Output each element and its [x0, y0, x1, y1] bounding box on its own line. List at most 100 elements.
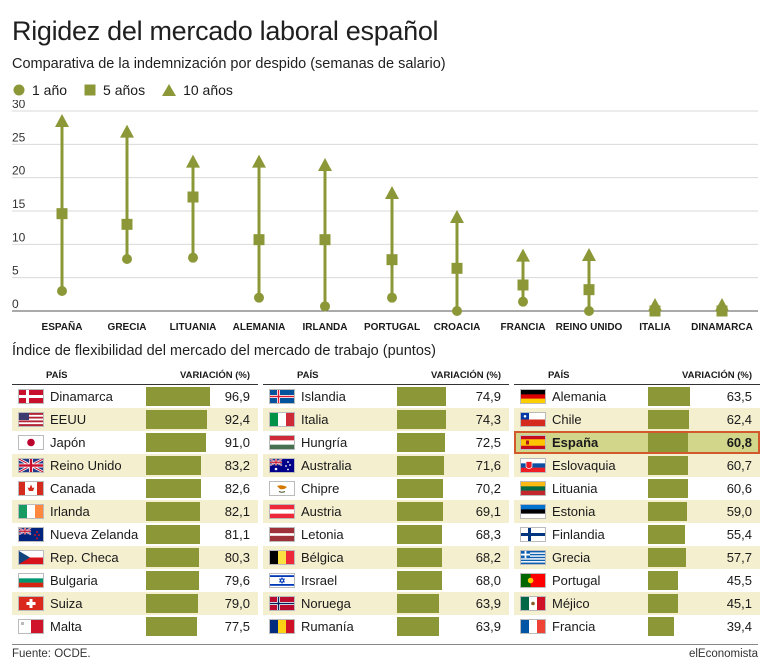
point-1-year	[452, 306, 462, 316]
israel-flag-icon	[269, 573, 295, 588]
table-row: Alemania 63,5	[514, 385, 760, 408]
value-label: 83,2	[224, 458, 250, 473]
point-1-year	[320, 301, 330, 312]
switzerland-flag-icon	[18, 596, 44, 611]
country-name: Canada	[50, 481, 96, 496]
table-row: Canada 82,6	[12, 477, 258, 500]
country-name: Reino Unido	[50, 458, 122, 473]
point-1-year	[518, 296, 528, 307]
point-10-years	[516, 248, 530, 262]
value-bar	[648, 433, 688, 452]
country-name: Alemania	[552, 389, 607, 404]
point-10-years	[450, 210, 464, 223]
country-name: Portugal	[552, 573, 601, 588]
triangle-marker-icon	[162, 84, 177, 96]
table-row: Dinamarca 96,9	[12, 385, 258, 408]
x-category-label: ITALIA	[639, 322, 670, 333]
denmark-flag-icon	[18, 389, 44, 404]
value-bar	[397, 433, 445, 452]
country-name: Bélgica	[301, 550, 344, 565]
y-tick-label: 5	[12, 264, 19, 278]
cyprus-flag-icon	[269, 481, 295, 496]
country-name: España	[552, 435, 599, 450]
latvia-flag-icon	[269, 527, 295, 542]
country-name: Noruega	[301, 596, 351, 611]
value-bar	[648, 410, 689, 429]
table-row: Hungría 72,5	[263, 431, 509, 454]
column-header-country: PAÍS	[46, 370, 68, 381]
value-bar	[146, 525, 200, 544]
table-row: Finlandia 55,4	[514, 523, 760, 546]
value-label: 39,4	[726, 619, 752, 634]
value-label: 74,9	[475, 389, 501, 404]
value-bar	[397, 571, 442, 590]
value-label: 45,5	[726, 573, 752, 588]
country-name: Austria	[301, 504, 342, 519]
x-category-label: PORTUGAL	[364, 322, 420, 333]
value-label: 63,9	[475, 596, 501, 611]
table-row: Portugal 45,5	[514, 569, 760, 592]
country-name: Malta	[50, 619, 82, 634]
source-note: Fuente: OCDE.	[12, 648, 91, 660]
value-label: 60,6	[726, 481, 752, 496]
table-header: PAÍS VARIACIÓN (%)	[12, 366, 258, 385]
y-tick-label: 25	[12, 130, 26, 144]
x-category-label: CROACIA	[434, 322, 481, 333]
belgium-flag-icon	[269, 550, 295, 565]
column-header-country: PAÍS	[548, 370, 570, 381]
value-bar	[146, 410, 207, 429]
column-header-variation: VARIACIÓN (%)	[681, 370, 752, 381]
mexico-flag-icon	[520, 596, 546, 611]
austria-flag-icon	[269, 504, 295, 519]
flexibility-table-3: PAÍS VARIACIÓN (%) Alemania 63,5 Chile 62,4 Es…	[514, 366, 760, 638]
spain-flag-icon	[520, 435, 546, 450]
table-row: Noruega 63,9	[263, 592, 509, 615]
value-label: 68,0	[475, 573, 501, 588]
country-name: EEUU	[50, 412, 87, 427]
country-name: Islandia	[301, 389, 346, 404]
value-label: 55,4	[726, 527, 752, 542]
flexibility-table-1: PAÍS VARIACIÓN (%) Dinamarca 96,9 EEUU 92,4 Ja…	[12, 366, 258, 638]
column-header-variation: VARIACIÓN (%)	[179, 370, 250, 381]
value-bar	[397, 456, 444, 475]
table-row: EEUU 92,4	[12, 408, 258, 431]
value-bar	[648, 571, 678, 590]
point-10-years	[582, 248, 596, 261]
table-row: Lituania 60,6	[514, 477, 760, 500]
country-name: Dinamarca	[50, 389, 113, 404]
chile-flag-icon	[520, 412, 546, 427]
country-name: Letonia	[301, 527, 344, 542]
value-label: 57,7	[726, 550, 752, 565]
point-1-year	[57, 286, 67, 296]
romania-flag-icon	[269, 619, 295, 634]
y-tick-label: 0	[12, 297, 19, 311]
legend-item-5-years: 5 años	[83, 82, 145, 98]
country-name: Estonia	[552, 504, 596, 519]
value-label: 63,5	[726, 389, 752, 404]
country-name: Grecia	[552, 550, 591, 565]
table-row: Suiza 79,0	[12, 592, 258, 615]
value-label: 59,0	[726, 504, 752, 519]
table-row: Irlanda 82,1	[12, 500, 258, 523]
table-row: Nueva Zelanda 81,1	[12, 523, 258, 546]
country-name: Nueva Zelanda	[50, 527, 139, 542]
value-bar	[397, 594, 439, 613]
x-category-label: LITUANIA	[170, 322, 217, 333]
slovakia-flag-icon	[520, 458, 546, 473]
point-5-years	[451, 262, 463, 274]
y-tick-label: 30	[12, 100, 26, 111]
italy-flag-icon	[269, 412, 295, 427]
point-10-years	[252, 154, 266, 168]
bulgaria-flag-icon	[18, 573, 44, 588]
value-label: 77,5	[224, 619, 250, 634]
legend-item-10-years: 10 años	[161, 82, 233, 98]
x-category-label: ALEMANIA	[233, 322, 286, 333]
table-row: Rumanía 63,9	[263, 615, 509, 638]
country-name: Bulgaria	[50, 573, 98, 588]
x-category-label: ESPAÑA	[42, 320, 83, 333]
footer-divider	[12, 644, 758, 645]
table-row: Eslovaquia 60,7	[514, 454, 760, 477]
table-row: Chile 62,4	[514, 408, 760, 431]
value-bar	[648, 456, 688, 475]
australia-flag-icon	[269, 458, 295, 473]
